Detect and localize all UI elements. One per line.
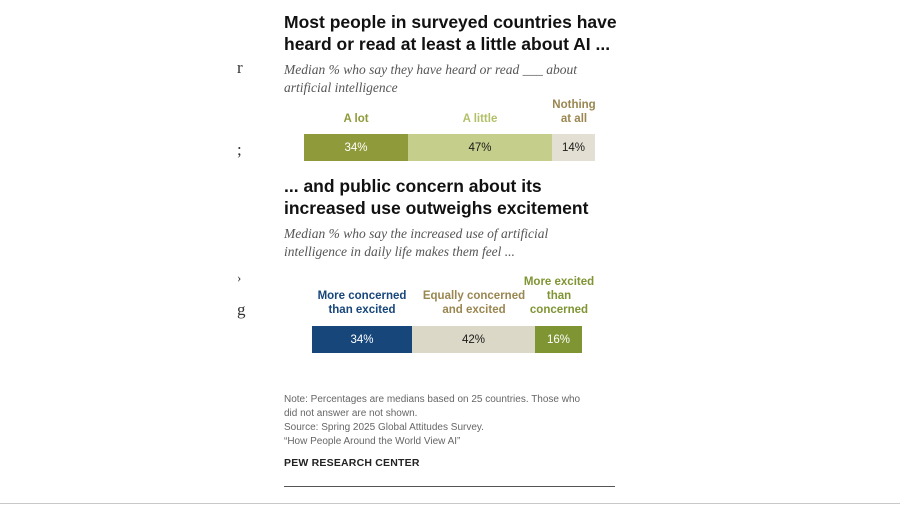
chart-notes: Note: Percentages are medians based on 2… — [284, 393, 614, 449]
chart1-header-nothing-at-all: Nothing at all — [552, 99, 596, 125]
pew-research-center-logo-text: PEW RESEARCH CENTER — [284, 457, 420, 469]
stray-text-fragment: g — [237, 300, 246, 319]
note-line: Note: Percentages are medians based on 2… — [284, 394, 581, 405]
chart1-header-a-lot: A lot — [343, 113, 369, 125]
stray-text-fragment: › — [237, 270, 242, 285]
note-line: did not answer are not shown. — [284, 408, 418, 419]
chart2-title: ... and public concern about its increas… — [284, 176, 589, 218]
chart1-title: Most people in surveyed countries have h… — [284, 12, 617, 54]
chart1-bar-segment-nothing-at-all: 14% — [552, 134, 595, 161]
stray-text-fragment: ; — [237, 140, 242, 159]
chart1-bar-segment-a-little: 47% — [408, 134, 552, 161]
chart2-subtitle: Median % who say the increased use of ar… — [284, 226, 549, 259]
chart2-header-more-concerned: More concerned than excited — [317, 290, 407, 316]
chart1-subtitle: Median % who say they have heard or read… — [284, 62, 577, 95]
chart2-bar-segment-more-excited: 16% — [535, 326, 582, 353]
stray-text-fragment: r — [237, 58, 243, 77]
source-line: “How People Around the World View AI” — [284, 436, 461, 447]
chart1-bar-segment-a-lot: 34% — [304, 134, 408, 161]
chart1-header-a-little: A little — [462, 113, 498, 125]
divider — [0, 503, 900, 504]
chart2-header-equally: Equally concerned and excited — [422, 290, 526, 316]
chart2-bar-segment-equally: 42% — [412, 326, 535, 353]
divider — [284, 486, 615, 487]
chart2-header-more-excited: More excited than concerned — [523, 276, 595, 316]
source-line: Source: Spring 2025 Global Attitudes Sur… — [284, 422, 484, 433]
chart2-bar-segment-more-concerned: 34% — [312, 326, 412, 353]
